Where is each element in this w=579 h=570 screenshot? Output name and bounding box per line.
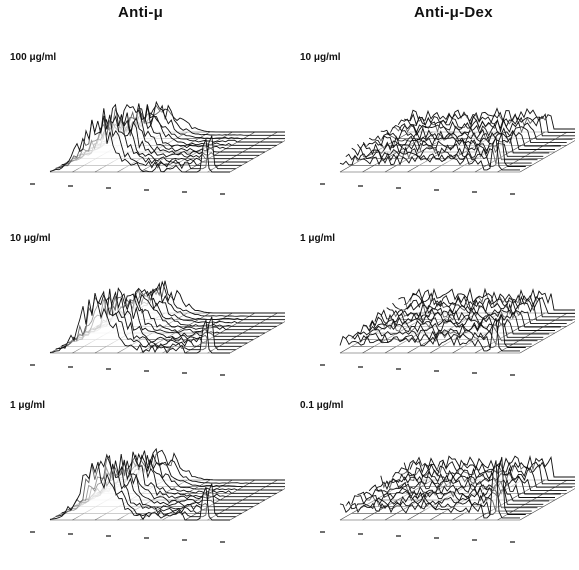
histogram-panel-left-row2: 10 μg/ml: [10, 233, 285, 403]
surface-plot: [30, 100, 285, 195]
concentration-label: 100 μg/ml: [10, 52, 57, 63]
concentration-label: 1 μg/ml: [300, 233, 336, 244]
concentration-label: 0.1 μg/ml: [300, 400, 344, 411]
histogram-panel-right-row2: 1 μg/ml: [300, 233, 575, 403]
surface-plot: [320, 287, 575, 376]
histogram-panel-right-row3: 0.1 μg/ml: [300, 400, 575, 570]
histogram-panel-left-row3: 1 μg/ml: [10, 400, 285, 570]
column-title-anti-mu-dex: Anti-μ-Dex: [414, 4, 493, 21]
column-title-anti-mu: Anti-μ: [118, 4, 164, 21]
concentration-label: 10 μg/ml: [300, 52, 341, 63]
concentration-label: 10 μg/ml: [10, 233, 51, 244]
surface-plot: [30, 280, 285, 376]
histogram-panel-left-row1: 100 μg/ml: [10, 52, 285, 222]
surface-plot: [320, 455, 575, 543]
concentration-label: 1 μg/ml: [10, 400, 46, 411]
surface-plot: [320, 107, 575, 195]
histogram-panel-right-row1: 10 μg/ml: [300, 52, 575, 222]
surface-plot: [30, 447, 285, 543]
